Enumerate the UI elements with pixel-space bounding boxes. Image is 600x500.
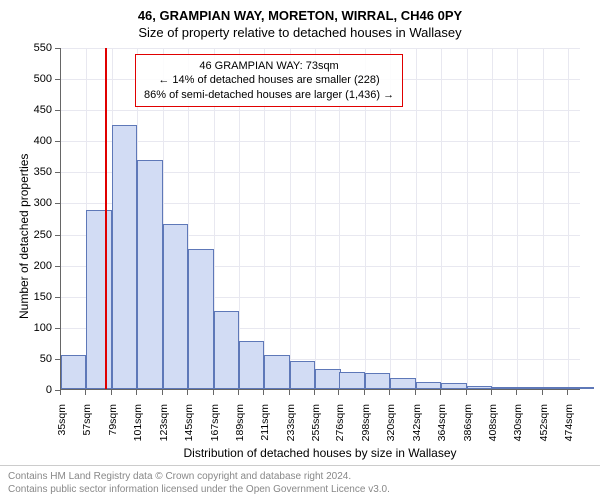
x-tick-label: 298sqm [360, 404, 372, 454]
histogram-bar [61, 355, 86, 389]
histogram-bar [339, 372, 364, 389]
histogram-bar [112, 125, 137, 389]
footer-line1: Contains HM Land Registry data © Crown c… [8, 470, 592, 483]
chart-title-desc: Size of property relative to detached ho… [0, 23, 600, 40]
x-tick-label: 320sqm [385, 404, 397, 454]
x-tick-label: 474sqm [563, 404, 575, 454]
histogram-bar [137, 160, 162, 389]
histogram-bar [517, 387, 542, 389]
histogram-bar [290, 361, 315, 389]
y-tick-label: 400 [24, 135, 52, 147]
x-tick-label: 123sqm [158, 404, 170, 454]
y-tick-label: 200 [24, 260, 52, 272]
footer-line2: Contains public sector information licen… [8, 483, 592, 496]
x-tick-label: 101sqm [132, 404, 144, 454]
chart-container: 46, GRAMPIAN WAY, MORETON, WIRRAL, CH46 … [0, 0, 600, 500]
histogram-bar [264, 355, 289, 389]
chart-title-address: 46, GRAMPIAN WAY, MORETON, WIRRAL, CH46 … [0, 0, 600, 23]
y-tick-label: 250 [24, 229, 52, 241]
y-tick-label: 500 [24, 73, 52, 85]
histogram-bar [441, 383, 466, 389]
annotation-box: 46 GRAMPIAN WAY: 73sqm← 14% of detached … [135, 54, 403, 107]
histogram-bar [390, 378, 415, 389]
annotation-line1: 46 GRAMPIAN WAY: 73sqm [144, 59, 394, 73]
annotation-line3: 86% of semi-detached houses are larger (… [144, 88, 394, 102]
y-tick-label: 100 [24, 322, 52, 334]
x-tick-label: 430sqm [512, 404, 524, 454]
y-tick-label: 0 [24, 384, 52, 396]
histogram-bar [214, 311, 239, 389]
y-tick-label: 50 [24, 353, 52, 365]
x-tick-label: 57sqm [81, 404, 93, 454]
histogram-bar [416, 382, 441, 389]
histogram-bar [492, 387, 517, 389]
y-tick-label: 150 [24, 291, 52, 303]
x-tick-label: 452sqm [538, 404, 550, 454]
x-tick-label: 386sqm [462, 404, 474, 454]
x-tick-label: 233sqm [285, 404, 297, 454]
x-tick-label: 364sqm [436, 404, 448, 454]
x-tick-label: 167sqm [209, 404, 221, 454]
histogram-bar [188, 249, 213, 389]
x-tick-label: 408sqm [487, 404, 499, 454]
x-tick-label: 189sqm [234, 404, 246, 454]
histogram-bar [568, 387, 593, 389]
x-tick-label: 79sqm [107, 404, 119, 454]
histogram-bar [86, 210, 111, 389]
y-tick-label: 300 [24, 197, 52, 209]
histogram-bar [467, 386, 492, 389]
histogram-bar [365, 373, 390, 389]
histogram-bar [163, 224, 188, 389]
histogram-bar [543, 387, 568, 389]
x-tick-label: 342sqm [411, 404, 423, 454]
y-tick-label: 350 [24, 166, 52, 178]
x-tick-label: 35sqm [56, 404, 68, 454]
histogram-bar [239, 341, 264, 390]
x-tick-label: 211sqm [259, 404, 271, 454]
property-marker-line [105, 48, 107, 389]
x-tick-label: 255sqm [310, 404, 322, 454]
y-tick-label: 550 [24, 42, 52, 54]
x-tick-label: 276sqm [334, 404, 346, 454]
y-axis-title: Number of detached properties [17, 119, 31, 319]
x-tick-label: 145sqm [183, 404, 195, 454]
histogram-bar [315, 369, 340, 389]
annotation-line2: ← 14% of detached houses are smaller (22… [144, 73, 394, 87]
footer-attribution: Contains HM Land Registry data © Crown c… [0, 465, 600, 500]
y-tick-label: 450 [24, 104, 52, 116]
